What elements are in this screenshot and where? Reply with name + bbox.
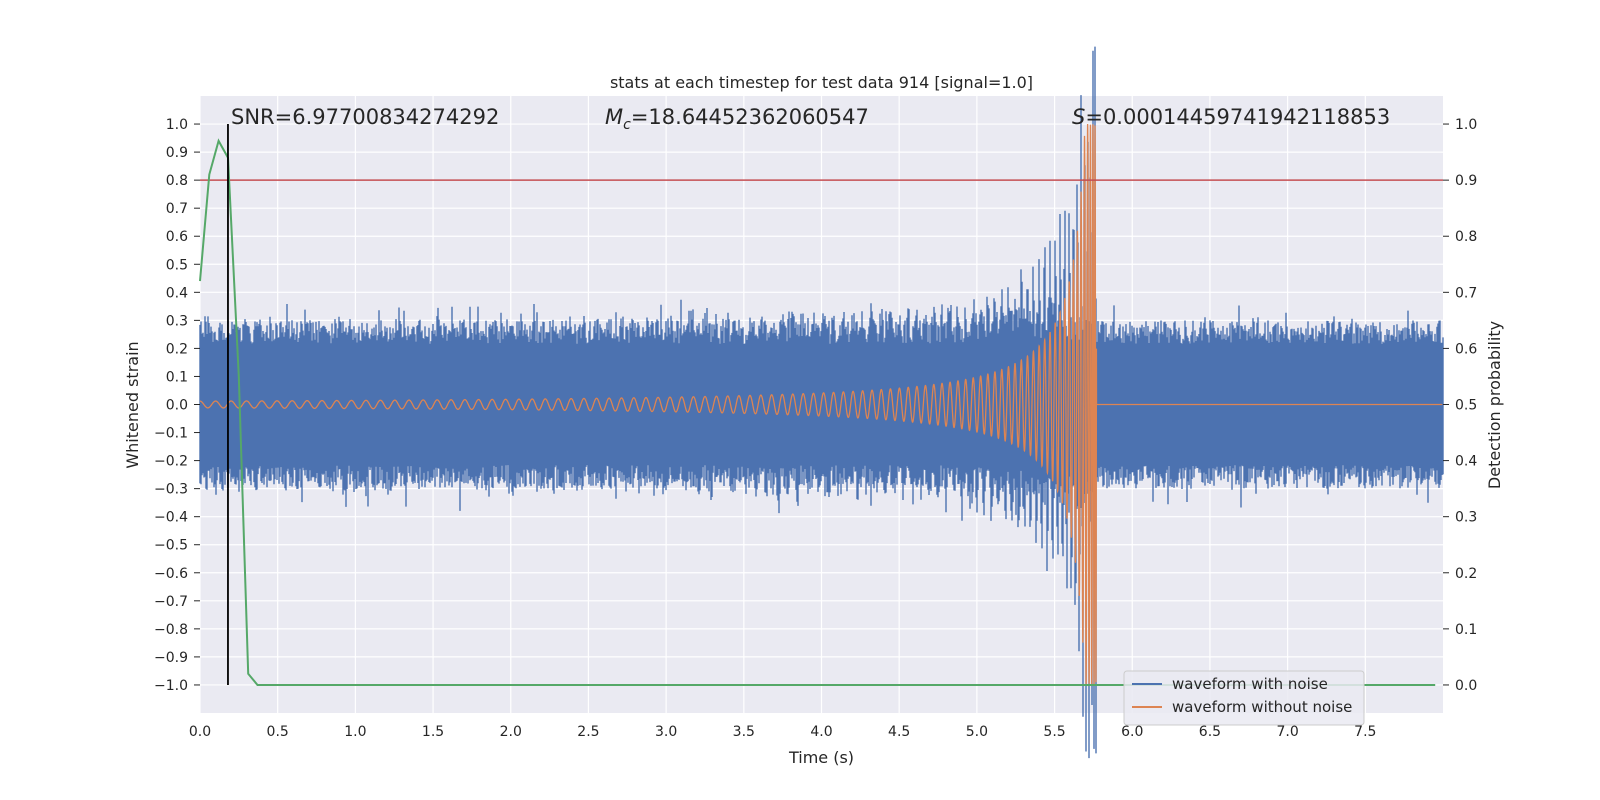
x-tick-label: 4.0 bbox=[810, 724, 832, 740]
y-axis-label-right: Detection probability bbox=[1485, 321, 1504, 489]
y-left-tick-label: 1.0 bbox=[166, 117, 188, 133]
y-right-tick-label: 1.0 bbox=[1455, 117, 1477, 133]
y-left-tick-label: −0.6 bbox=[154, 566, 188, 582]
x-tick-label: 3.0 bbox=[655, 724, 677, 740]
x-tick-label: 4.5 bbox=[888, 724, 910, 740]
x-tick-label: 1.0 bbox=[344, 724, 366, 740]
chirp-mass-symbol: M bbox=[605, 105, 623, 129]
y-right-tick-label: 0.5 bbox=[1455, 398, 1477, 414]
y-left-tick-label: 0.3 bbox=[166, 313, 188, 329]
legend: waveform with noise waveform without noi… bbox=[1123, 670, 1365, 726]
y-left-tick-label: −0.8 bbox=[154, 622, 188, 638]
y-left-tick-label: −0.4 bbox=[154, 510, 188, 526]
y-left-tick-label: −1.0 bbox=[154, 678, 188, 694]
y-left-tick-label: 0.9 bbox=[166, 145, 188, 161]
series-layer bbox=[199, 46, 1444, 759]
y-right-tick-label: 0.1 bbox=[1455, 622, 1477, 638]
y-left-tick-label: 0.0 bbox=[166, 398, 188, 414]
y-right-tick-label: 0.0 bbox=[1455, 678, 1477, 694]
chart-title: stats at each timestep for test data 914… bbox=[610, 73, 1033, 92]
x-tick-label: 1.5 bbox=[422, 724, 444, 740]
x-tick-label: 2.5 bbox=[577, 724, 599, 740]
y-axis-label-left: Whitened strain bbox=[123, 341, 142, 468]
x-tick-label: 0.5 bbox=[267, 724, 289, 740]
s-annotation: S=0.00014459741942118853 bbox=[1072, 105, 1390, 129]
y-right-tick-label: 0.4 bbox=[1455, 454, 1477, 470]
y-left-tick-label: −0.3 bbox=[154, 482, 188, 498]
y-left-tick-label: 0.6 bbox=[166, 229, 188, 245]
s-symbol: S bbox=[1072, 105, 1085, 129]
x-tick-label: 7.0 bbox=[1276, 724, 1298, 740]
y-left-tick-label: −0.7 bbox=[154, 594, 188, 610]
ticks-layer: 0.0 0.5 1.0 1.5 2.0 2.5 3.0 3.5 4.0 4.5 5.0 5.5 6.0 6… bbox=[154, 117, 1477, 740]
y-left-tick-label: 0.1 bbox=[166, 369, 188, 385]
y-left-tick-label: 0.5 bbox=[166, 257, 188, 273]
x-tick-label: 7.5 bbox=[1354, 724, 1376, 740]
y-right-tick-label: 0.7 bbox=[1455, 285, 1477, 301]
x-tick-label: 2.0 bbox=[500, 724, 522, 740]
x-tick-label: 6.5 bbox=[1199, 724, 1221, 740]
legend-box bbox=[1123, 670, 1365, 726]
x-tick-label: 0.0 bbox=[189, 724, 211, 740]
y-right-tick-label: 0.9 bbox=[1455, 173, 1477, 189]
chirp-mass-annotation: Mc=18.64452362060547 bbox=[605, 105, 869, 133]
y-right-tick-label: 0.8 bbox=[1455, 229, 1477, 245]
snr-annotation: SNR=6.97700834274292 bbox=[231, 105, 499, 129]
y-right-tick-label: 0.2 bbox=[1455, 566, 1477, 582]
x-axis-label: Time (s) bbox=[788, 748, 854, 767]
y-left-tick-label: −0.5 bbox=[154, 538, 188, 554]
chirp-mass-value: =18.64452362060547 bbox=[631, 105, 869, 129]
y-left-tick-label: 0.8 bbox=[166, 173, 188, 189]
series-waveform-without-noise bbox=[199, 124, 1443, 685]
y-left-tick-label: −0.9 bbox=[154, 650, 188, 666]
y-right-tick-label: 0.3 bbox=[1455, 510, 1477, 526]
x-tick-label: 5.0 bbox=[966, 724, 988, 740]
y-left-tick-label: −0.1 bbox=[154, 426, 188, 442]
y-left-tick-label: 0.4 bbox=[166, 285, 188, 301]
x-tick-label: 3.5 bbox=[733, 724, 755, 740]
y-left-tick-label: 0.7 bbox=[166, 201, 188, 217]
chirp-mass-subscript: c bbox=[623, 117, 631, 133]
s-value: =0.00014459741942118853 bbox=[1085, 105, 1390, 129]
y-left-tick-label: 0.2 bbox=[166, 341, 188, 357]
y-left-tick-label: −0.2 bbox=[154, 454, 188, 470]
legend-label-clean: waveform without noise bbox=[1172, 698, 1352, 716]
series-detection-probability bbox=[199, 138, 1436, 686]
x-tick-label: 6.0 bbox=[1121, 724, 1143, 740]
y-right-tick-label: 0.6 bbox=[1455, 341, 1477, 357]
legend-label-noisy: waveform with noise bbox=[1172, 675, 1328, 693]
x-tick-label: 5.5 bbox=[1043, 724, 1065, 740]
